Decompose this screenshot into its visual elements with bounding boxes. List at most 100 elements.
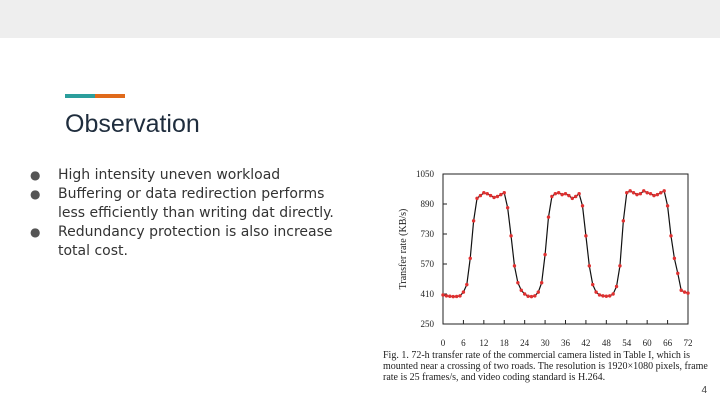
data-point xyxy=(648,191,653,196)
y-tick-label: 570 xyxy=(421,259,435,269)
data-point xyxy=(631,191,636,195)
data-point xyxy=(594,290,598,294)
y-tick-label: 250 xyxy=(421,319,435,329)
x-tick-label: 6 xyxy=(461,338,466,348)
data-point xyxy=(591,282,595,287)
data-point xyxy=(465,282,469,287)
data-point xyxy=(608,294,612,298)
bullet-item: ● Buffering or data redirection performs… xyxy=(30,185,350,223)
data-point xyxy=(679,288,683,292)
bullet-item: ● High intensity uneven workload xyxy=(30,166,350,185)
data-point xyxy=(461,290,466,294)
data-point xyxy=(475,196,479,201)
data-point xyxy=(682,290,687,294)
data-point xyxy=(522,292,527,296)
bullet-marker: ● xyxy=(30,187,41,201)
x-tick-label: 60 xyxy=(643,338,653,348)
data-point xyxy=(662,189,666,193)
data-point xyxy=(556,191,561,195)
data-point xyxy=(645,191,649,195)
data-point xyxy=(512,264,517,268)
title-accent-line xyxy=(65,94,125,98)
x-tick-label: 12 xyxy=(479,338,488,348)
data-point xyxy=(543,252,547,257)
x-tick-label: 72 xyxy=(684,338,693,348)
x-tick-label: 24 xyxy=(520,338,530,348)
data-point xyxy=(570,196,575,201)
data-point xyxy=(635,192,639,197)
bullet-marker: ● xyxy=(30,168,41,182)
data-point xyxy=(621,219,626,223)
data-point xyxy=(471,219,476,223)
data-point xyxy=(519,288,523,292)
bullet-marker: ● xyxy=(30,225,41,239)
accent-orange-segment xyxy=(95,94,125,98)
data-point xyxy=(478,193,483,198)
data-point xyxy=(611,292,615,296)
data-point xyxy=(672,256,677,261)
data-point xyxy=(655,192,660,197)
data-point xyxy=(580,204,585,208)
data-point xyxy=(499,192,503,197)
data-point xyxy=(488,193,493,198)
data-point xyxy=(516,281,520,285)
data-point xyxy=(492,195,496,200)
data-point xyxy=(638,191,643,196)
bullet-text: Redundancy protection is also increase t… xyxy=(58,224,333,259)
transfer-rate-chart: 250 410 570 730 890 1050 0 6 12 18 24 30 36 42 48 54 60 6… xyxy=(398,169,693,348)
data-point xyxy=(669,234,673,238)
data-point xyxy=(448,294,452,298)
x-tick-label: 18 xyxy=(500,338,510,348)
data-point xyxy=(584,234,588,238)
data-point xyxy=(533,294,537,298)
x-tick-label: 48 xyxy=(602,338,612,348)
top-bar xyxy=(0,0,720,38)
bullet-text: Buffering or data redirection performs l… xyxy=(58,186,334,221)
data-point xyxy=(441,293,445,297)
data-point xyxy=(553,191,557,196)
page-number: 4 xyxy=(701,385,707,396)
x-tick-label: 66 xyxy=(663,338,673,348)
data-point xyxy=(468,256,472,261)
data-point xyxy=(567,193,571,198)
data-point xyxy=(625,191,629,195)
data-point xyxy=(485,191,489,196)
figure-caption: Fig. 1. 72-h transfer rate of the commer… xyxy=(383,350,708,383)
bullet-list: ● High intensity uneven workload ● Buffe… xyxy=(30,166,350,261)
data-point xyxy=(539,281,544,285)
data-point xyxy=(560,192,564,197)
data-point xyxy=(574,194,578,199)
y-tick-label: 410 xyxy=(421,289,435,299)
data-point xyxy=(444,294,449,298)
data-point xyxy=(614,284,619,289)
data-point xyxy=(642,189,646,193)
x-tick-label: 54 xyxy=(622,338,632,348)
data-point xyxy=(601,294,605,298)
data-point xyxy=(536,290,540,294)
data-point xyxy=(454,294,459,299)
series-line xyxy=(442,189,689,298)
data-point xyxy=(659,191,663,195)
slide-title: Observation xyxy=(65,110,200,138)
data-point xyxy=(676,271,680,276)
data-point xyxy=(451,294,455,299)
data-point xyxy=(505,206,510,210)
data-point xyxy=(587,264,592,268)
data-point xyxy=(458,294,462,298)
data-point xyxy=(665,204,670,208)
y-tick-label: 890 xyxy=(421,199,435,209)
bullet-item: ● Redundancy protection is also increase… xyxy=(30,223,350,261)
x-tick-label: 30 xyxy=(541,338,551,348)
data-point xyxy=(526,294,530,298)
data-point xyxy=(652,193,656,198)
data-point xyxy=(482,191,486,195)
data-point xyxy=(577,191,581,196)
data-point xyxy=(546,215,551,219)
data-point xyxy=(563,191,568,196)
data-point xyxy=(618,264,622,268)
data-point xyxy=(597,293,602,297)
data-point xyxy=(686,291,690,295)
data-point xyxy=(628,189,632,193)
data-point xyxy=(604,294,609,298)
y-tick-label: 730 xyxy=(421,229,435,239)
